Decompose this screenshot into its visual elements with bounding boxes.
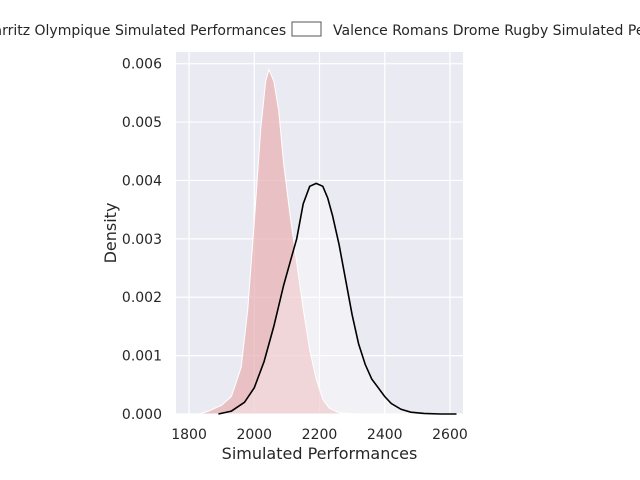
- x-tick-label: 2200: [302, 427, 338, 443]
- legend-label-1: Valence Romans Drome Rugby Simulated Per…: [333, 23, 640, 39]
- legend-swatch-1: [291, 21, 322, 37]
- y-tick-label: 0.006: [122, 57, 162, 73]
- x-tick-labels: 1800 2000 2200 2400 2600: [171, 427, 468, 443]
- legend: Biarritz Olympique Simulated Performance…: [0, 21, 640, 39]
- x-axis-label: Simulated Performances: [222, 444, 418, 463]
- x-tick-label: 2400: [367, 427, 403, 443]
- y-tick-label: 0.002: [122, 290, 162, 306]
- x-tick-label: 2000: [236, 427, 272, 443]
- series-layer: [198, 67, 457, 415]
- density-fill-series-1: [218, 183, 457, 414]
- y-tick-label: 0.001: [122, 349, 162, 365]
- legend-label-0: Biarritz Olympique Simulated Performance…: [0, 23, 286, 39]
- y-tick-label: 0.004: [122, 173, 162, 189]
- x-tick-label: 2600: [432, 427, 468, 443]
- y-axis-label: Density: [101, 203, 120, 264]
- y-tick-labels: 0.000 0.001 0.002 0.003 0.004 0.005 0.006: [122, 57, 162, 423]
- y-tick-label: 0.005: [122, 115, 162, 131]
- density-area-series-0: [198, 67, 359, 415]
- x-tick-label: 1800: [171, 427, 207, 443]
- density-line-series-1: [218, 182, 457, 415]
- y-tick-label: 0.000: [122, 407, 162, 423]
- y-tick-label: 0.003: [122, 232, 162, 248]
